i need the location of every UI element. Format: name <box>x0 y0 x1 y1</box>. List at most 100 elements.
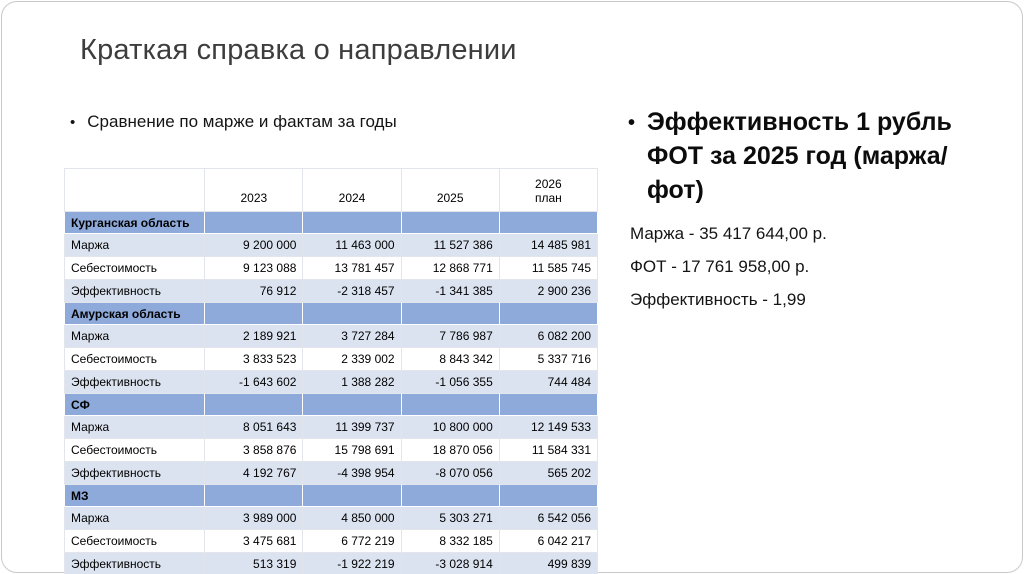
corner-cell <box>63 168 206 212</box>
table-row: Маржа 9 200 000 11 463 000 11 527 386 14 485… <box>63 233 599 257</box>
value-cell: -2 318 457 <box>302 279 402 303</box>
value-cell: 6 542 056 <box>498 506 599 530</box>
table-row: Себестоимость 3 858 876 15 798 691 18 870 0… <box>63 438 599 462</box>
row-label-cell: Эффективность <box>63 279 206 303</box>
value-cell: 5 303 271 <box>400 506 500 530</box>
value-cell: 9 200 000 <box>204 233 304 257</box>
metrics-block: Маржа - 35 417 644,00 р. ФОТ - 17 761 95… <box>630 224 990 323</box>
table-row: Себестоимость 9 123 088 13 781 457 12 868 7… <box>63 256 599 280</box>
value-cell: -1 341 385 <box>400 279 500 303</box>
value-cell: 2 900 236 <box>498 279 599 303</box>
table-head: 2023 2024 2025 2026 план <box>63 168 599 212</box>
value-cell: 5 337 716 <box>498 347 599 371</box>
left-bullet-text: Сравнение по марже и фактам за годы <box>87 112 397 131</box>
value-cell: 2 189 921 <box>204 324 304 348</box>
comparison-table-wrap: 2023 2024 2025 2026 план Курганская область… <box>63 168 599 574</box>
row-label-cell: Эффективность <box>63 552 206 574</box>
value-cell: 15 798 691 <box>302 438 402 462</box>
section-filler-cell <box>204 484 304 507</box>
value-cell: 1 388 282 <box>302 370 402 394</box>
row-label-cell: Маржа <box>63 415 206 439</box>
right-heading-item: • Эффективность 1 рубль ФОТ за 2025 год … <box>628 106 974 207</box>
value-cell: 8 843 342 <box>400 347 500 371</box>
value-cell: 12 868 771 <box>400 256 500 280</box>
value-cell: 499 839 <box>498 552 599 574</box>
section-filler-cell <box>498 211 599 234</box>
section-header-cell: МЗ <box>63 484 206 507</box>
section-header-row: Амурская область <box>63 302 599 325</box>
section-filler-cell <box>204 393 304 416</box>
bullet-marker: • <box>628 112 636 134</box>
value-cell: 2 339 002 <box>302 347 402 371</box>
section-filler-cell <box>400 393 500 416</box>
section-header-cell: Амурская область <box>63 302 206 325</box>
value-cell: 6 082 200 <box>498 324 599 348</box>
section-filler-cell <box>302 484 402 507</box>
section-header-row: Курганская область <box>63 211 599 234</box>
section-filler-cell <box>400 484 500 507</box>
table-row: Эффективность 4 192 767 -4 398 954 -8 070 0… <box>63 461 599 485</box>
year-header-cell: 2024 <box>302 168 402 212</box>
metric-line-marzha: Маржа - 35 417 644,00 р. <box>630 224 827 243</box>
value-cell: 18 870 056 <box>400 438 500 462</box>
value-cell: 3 833 523 <box>204 347 304 371</box>
table-row: Эффективность 76 912 -2 318 457 -1 341 385 2… <box>63 279 599 303</box>
value-cell: 3 475 681 <box>204 529 304 553</box>
section-filler-cell <box>204 302 304 325</box>
value-cell: 11 399 737 <box>302 415 402 439</box>
row-label-cell: Эффективность <box>63 461 206 485</box>
section-header-row: СФ <box>63 393 599 416</box>
metric-line-effectivnost: Эффективность - 1,99 <box>630 290 806 309</box>
value-cell: -1 643 602 <box>204 370 304 394</box>
table-row: Маржа 8 051 643 11 399 737 10 800 000 12 149… <box>63 415 599 439</box>
value-cell: 4 192 767 <box>204 461 304 485</box>
section-filler-cell <box>400 211 500 234</box>
section-filler-cell <box>204 211 304 234</box>
section-filler-cell <box>302 393 402 416</box>
value-cell: 11 527 386 <box>400 233 500 257</box>
table-row: Себестоимость 3 833 523 2 339 002 8 843 342… <box>63 347 599 371</box>
row-label-cell: Себестоимость <box>63 529 206 553</box>
value-cell: 4 850 000 <box>302 506 402 530</box>
value-cell: 11 463 000 <box>302 233 402 257</box>
value-cell: 6 042 217 <box>498 529 599 553</box>
value-cell: 565 202 <box>498 461 599 485</box>
section-header-row: МЗ <box>63 484 599 507</box>
value-cell: -1 056 355 <box>400 370 500 394</box>
row-label-cell: Себестоимость <box>63 347 206 371</box>
row-label-cell: Маржа <box>63 506 206 530</box>
value-cell: 513 319 <box>204 552 304 574</box>
year-header-cell: 2026 план <box>498 168 599 212</box>
row-label-cell: Себестоимость <box>63 256 206 280</box>
section-filler-cell <box>302 302 402 325</box>
value-cell: -1 922 219 <box>302 552 402 574</box>
value-cell: 10 800 000 <box>400 415 500 439</box>
value-cell: 6 772 219 <box>302 529 402 553</box>
table-row: Маржа 3 989 000 4 850 000 5 303 271 6 542 05… <box>63 506 599 530</box>
right-heading-text: Эффективность 1 рубль ФОТ за 2025 год (м… <box>647 108 952 204</box>
table-row: Эффективность -1 643 602 1 388 282 -1 056 3… <box>63 370 599 394</box>
value-cell: 9 123 088 <box>204 256 304 280</box>
section-filler-cell <box>498 302 599 325</box>
bullet-marker: • <box>70 114 76 131</box>
row-label-cell: Эффективность <box>63 370 206 394</box>
value-cell: 7 786 987 <box>400 324 500 348</box>
year-header-row: 2023 2024 2025 2026 план <box>63 168 599 212</box>
value-cell: 3 727 284 <box>302 324 402 348</box>
page-title: Краткая справка о направлении <box>80 34 517 66</box>
value-cell: -4 398 954 <box>302 461 402 485</box>
value-cell: 744 484 <box>498 370 599 394</box>
metric-line-fot: ФОТ - 17 761 958,00 р. <box>630 257 810 276</box>
table-row: Маржа 2 189 921 3 727 284 7 786 987 6 082 20… <box>63 324 599 348</box>
section-filler-cell <box>302 211 402 234</box>
comparison-table: 2023 2024 2025 2026 план Курганская область… <box>63 168 599 574</box>
left-bullet-item: • Сравнение по марже и фактам за годы <box>70 112 590 134</box>
section-header-cell: СФ <box>63 393 206 416</box>
value-cell: 3 989 000 <box>204 506 304 530</box>
value-cell: 76 912 <box>204 279 304 303</box>
value-cell: 11 584 331 <box>498 438 599 462</box>
value-cell: 8 051 643 <box>204 415 304 439</box>
year-header-cell: 2023 <box>204 168 304 212</box>
table-row: Эффективность 513 319 -1 922 219 -3 028 914… <box>63 552 599 574</box>
